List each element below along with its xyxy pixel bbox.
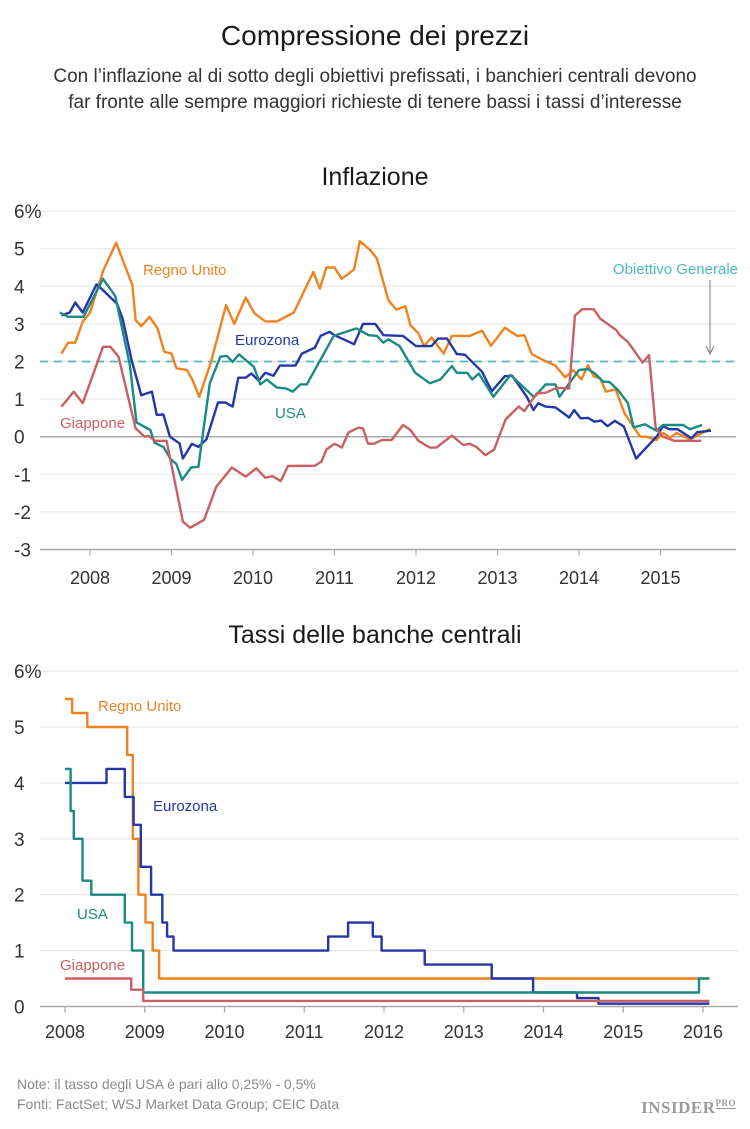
arrow-head-icon — [705, 345, 715, 356]
series-line-japan — [65, 977, 710, 1003]
x-tick-label: 2014 — [559, 568, 599, 588]
series-line-uk — [65, 697, 710, 980]
y-tick-label: 5 — [14, 718, 25, 739]
x-tick-label: 2013 — [477, 568, 517, 588]
series-line-eurozone — [61, 283, 712, 460]
series-label-eurozone: Eurozona — [235, 332, 300, 349]
x-tick-label: 2009 — [151, 568, 191, 588]
series-label-japan: Giappone — [60, 415, 125, 432]
inflation-chart: 6% 5 4 3 2 1 0 -1 -2 -3 2008 2009 2010 2011 2012 2013 20… — [14, 202, 738, 588]
rates-chart: 6% 5 4 3 2 1 0 2008 2009 2010 2011 2012 2013 2014 2015… — [14, 662, 738, 1042]
chart-subtitle: Con l’inflazione al di sotto degli obiet… — [53, 66, 697, 113]
chart-title: Compressione dei prezzi — [220, 20, 530, 51]
y-tick-label: 0 — [14, 998, 25, 1019]
x-tick-label: 2015 — [603, 1022, 643, 1042]
target-label: Obiettivo Generale — [613, 261, 738, 278]
series-line-japan — [60, 308, 702, 529]
x-tick-label: 2016 — [683, 1022, 723, 1042]
rates-chart-title: Tassi delle banche centrali — [228, 621, 522, 649]
series-line-usa — [59, 277, 703, 482]
series-label-usa: USA — [77, 906, 108, 923]
series-label-eurozone: Eurozona — [153, 798, 218, 815]
series-line-eurozone — [65, 767, 710, 1005]
y-tick-label: 1 — [14, 942, 25, 963]
y-tick-label: -3 — [14, 541, 31, 562]
x-tick-label: 2012 — [396, 568, 436, 588]
y-tick-label: 4 — [14, 774, 25, 795]
y-tick-label: 4 — [14, 277, 25, 298]
y-tick-label: 3 — [14, 315, 25, 336]
series-line-uk — [60, 240, 711, 442]
x-tick-label: 2015 — [640, 568, 680, 588]
y-tick-label: 1 — [14, 390, 25, 411]
y-tick-label: 5 — [14, 240, 25, 261]
sources: Fonti: FactSet; WSJ Market Data Group; C… — [17, 1096, 340, 1112]
x-tick-label: 2014 — [523, 1022, 563, 1042]
series-label-japan: Giappone — [60, 957, 125, 974]
x-tick-label: 2009 — [125, 1022, 165, 1042]
x-tick-label: 2010 — [233, 568, 273, 588]
y-tick-label: 3 — [14, 830, 25, 851]
x-tick-label: 2008 — [45, 1022, 85, 1042]
y-tick-label: 6% — [14, 202, 42, 223]
y-tick-label: 6% — [14, 662, 42, 683]
insider-pro-logo: INSIDERPRO — [641, 1098, 736, 1117]
footnote: Note: il tasso degli USA è pari allo 0,2… — [17, 1076, 316, 1092]
series-label-uk: Regno Unito — [143, 262, 226, 279]
y-tick-label: 2 — [14, 353, 25, 374]
series-line-usa — [65, 767, 710, 994]
x-tick-label: 2010 — [204, 1022, 244, 1042]
series-label-usa: USA — [275, 405, 306, 422]
y-tick-label: 0 — [14, 428, 25, 449]
y-tick-label: -1 — [14, 465, 31, 486]
x-tick-label: 2013 — [444, 1022, 484, 1042]
y-tick-label: -2 — [14, 503, 31, 524]
x-tick-label: 2012 — [364, 1022, 404, 1042]
y-tick-label: 2 — [14, 886, 25, 907]
series-label-uk: Regno Unito — [98, 698, 181, 715]
x-tick-label: 2011 — [315, 568, 354, 588]
inflation-chart-title: Inflazione — [321, 163, 429, 191]
x-tick-label: 2008 — [70, 568, 110, 588]
x-tick-label: 2011 — [285, 1022, 324, 1042]
